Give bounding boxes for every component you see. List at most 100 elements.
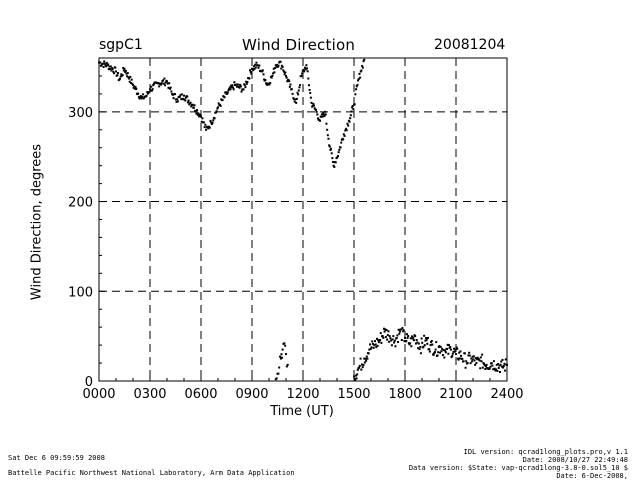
data-point [363,361,366,364]
data-point [491,364,494,367]
data-point [402,329,405,332]
data-point [474,363,477,366]
data-point [377,339,380,342]
data-point [390,344,393,347]
data-point [224,91,227,94]
data-point [357,78,360,81]
data-point [478,359,481,362]
data-point [99,61,102,64]
data-point [256,64,259,67]
data-point [423,334,426,337]
data-point [135,88,138,90]
data-point [457,358,460,361]
data-point [446,343,449,346]
data-point [232,88,235,91]
axis-ticks [98,75,508,382]
data-point [446,347,449,350]
data-point [284,71,287,74]
data-point [196,113,199,116]
data-point [496,369,499,372]
data-point [191,103,194,106]
data-point [451,355,454,358]
data-point [330,147,333,150]
data-point [459,350,462,353]
data-point [398,332,401,335]
data-point [286,363,289,366]
data-point [374,340,377,343]
data-point [396,334,399,337]
data-point [331,161,334,164]
data-point [468,351,471,354]
data-point [304,68,307,71]
x-tick-label: 0900 [235,387,268,402]
data-point [476,356,479,359]
data-point [351,106,354,109]
data-point [261,70,264,73]
data-point [298,86,301,89]
data-point [290,88,293,91]
data-point [302,68,305,71]
data-point [463,352,466,355]
y-tick-label: 100 [68,285,93,300]
data-point [150,85,153,88]
data-point [472,355,475,358]
data-point [442,349,445,352]
data-point [162,82,165,85]
data-point [120,73,123,76]
data-point [279,355,282,358]
data-point [243,84,246,87]
data-point [419,345,422,348]
data-point [312,102,315,105]
data-point [276,63,279,66]
data-point [374,343,377,346]
data-point [195,112,198,115]
data-point [183,94,185,97]
data-point [285,76,288,79]
footer-data-date: Date: 6-Dec-2008, [556,472,628,480]
data-point [439,351,442,354]
data-point [170,90,173,93]
x-tick-label: 1200 [286,387,319,402]
data-point [351,105,354,108]
data-point [331,157,334,160]
data-point [229,88,232,91]
data-point [334,161,337,164]
data-point [340,141,343,144]
data-point [361,366,364,369]
data-point [485,363,488,366]
x-tick-label: 2100 [439,387,472,402]
data-point [322,111,325,114]
data-point [470,357,473,360]
data-point [477,358,480,361]
data-point [373,344,376,347]
data-point [128,80,131,83]
data-point [350,110,353,113]
data-point [436,354,439,357]
data-point [360,69,363,72]
data-point [293,98,296,101]
data-point [369,343,372,346]
data-point [407,342,410,345]
data-point [108,65,111,68]
data-point [249,69,252,72]
data-point [210,121,213,124]
data-point [122,66,125,69]
data-point [498,371,501,374]
data-point [228,88,231,91]
data-point [492,360,495,363]
data-point [404,336,406,339]
data-point [105,65,108,68]
data-point [337,151,340,154]
data-point [488,367,491,370]
data-point [176,100,179,103]
data-point [315,110,318,113]
data-point [133,87,136,90]
data-point [498,364,501,367]
grid-lines [99,58,507,381]
data-point [422,345,425,348]
data-point [249,70,252,73]
data-point [415,338,418,341]
data-point [417,342,420,345]
data-point [456,347,459,350]
data-point [239,85,242,88]
